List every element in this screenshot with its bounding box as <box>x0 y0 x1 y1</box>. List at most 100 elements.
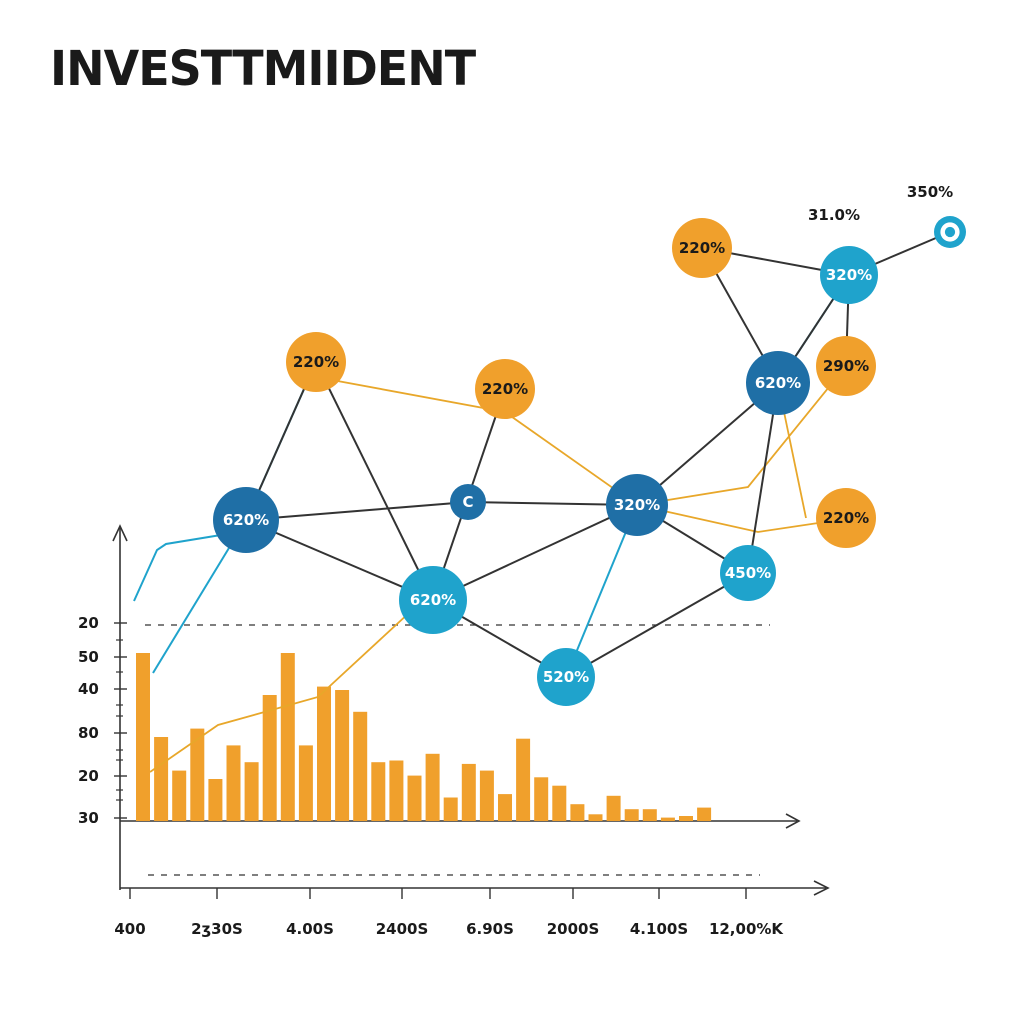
node-circle <box>537 648 595 706</box>
bar-17 <box>425 753 440 821</box>
edge-n1-n3 <box>245 501 469 521</box>
bar-16 <box>407 775 422 821</box>
node-n6: 320% <box>606 474 668 536</box>
node-n1: 620% <box>213 487 279 553</box>
node-n10: 620% <box>746 351 810 415</box>
node-label: 320% <box>614 496 660 514</box>
bar-15 <box>389 760 404 821</box>
node-n5: 620% <box>399 566 467 634</box>
y-tick-label: 20 <box>78 767 99 785</box>
y-tick-label: 30 <box>78 809 99 827</box>
bar-19 <box>461 763 476 821</box>
bar-1 <box>136 653 150 821</box>
bar-27 <box>606 795 621 821</box>
node-label: 320% <box>826 266 872 284</box>
y-tick-label: 20 <box>78 614 99 632</box>
bar-24 <box>552 785 567 821</box>
edge-n8-n10 <box>747 382 779 574</box>
page-title: INVESTTMIIDENT <box>50 40 476 97</box>
y-tick-label: 40 <box>78 680 99 698</box>
bar-13 <box>353 711 368 821</box>
x-tick-label: 12,00%K <box>709 920 784 938</box>
node-n8: 450% <box>720 545 776 601</box>
bar-25 <box>570 804 585 821</box>
bar-5 <box>208 779 223 821</box>
x-tick-label: 2400S <box>376 920 429 938</box>
bar-9 <box>280 653 295 821</box>
node-n3: C <box>450 484 486 520</box>
node-circle <box>213 487 279 553</box>
x-tick-label: 6.90S <box>466 920 514 938</box>
bar-26 <box>588 814 603 821</box>
x-tick-label: 4.00S <box>286 920 334 938</box>
bar-8 <box>262 695 277 821</box>
node-n11: 290% <box>816 336 876 396</box>
node-label: 220% <box>293 353 339 371</box>
floating-value-label: 350% <box>907 183 953 201</box>
node-label: 520% <box>543 668 589 686</box>
node-label: 450% <box>725 564 771 582</box>
bar-28 <box>624 809 639 821</box>
y-axis-arrow <box>112 524 128 542</box>
axis-labels: 20 50 40 80 20 30 400 2ʒ30S 4.00S 2400S 6.90S 2000S… <box>78 183 953 938</box>
bar-21 <box>498 794 512 821</box>
x-tick-label: 2ʒ30S <box>191 920 243 938</box>
teal-trend-line-3 <box>565 504 638 678</box>
x-tick-label: 400 <box>114 920 145 938</box>
node-label: 290% <box>823 357 869 375</box>
node-n7: 520% <box>537 648 595 706</box>
bar-32 <box>697 807 712 821</box>
node-n14 <box>934 216 966 248</box>
node-n4: 220% <box>475 359 535 419</box>
x-tick-label: 2000S <box>547 920 600 938</box>
bar-2 <box>154 737 169 821</box>
bar-30 <box>660 817 675 821</box>
bar-18 <box>443 797 458 821</box>
network-nodes: 620% 220% C 220% 620% 320% 520% 450% 220% 620% 290… <box>213 216 966 706</box>
node-label: 620% <box>223 511 269 529</box>
edge-n2-n5 <box>315 361 434 601</box>
node-n2: 220% <box>286 332 346 392</box>
node-label: 620% <box>755 374 801 392</box>
target-center <box>944 226 956 238</box>
node-circle <box>820 246 878 304</box>
node-label: C <box>462 493 473 511</box>
bar-10 <box>298 745 313 821</box>
node-circle <box>450 484 486 520</box>
bar-14 <box>371 762 386 821</box>
floating-value-label: 31.0% <box>808 206 860 224</box>
bar-11 <box>317 686 331 821</box>
bar-23 <box>534 777 549 821</box>
node-n9: 220% <box>672 218 732 278</box>
node-circle <box>475 359 535 419</box>
node-circle <box>606 474 668 536</box>
teal-trend-line <box>133 533 228 602</box>
edge-n7-n8 <box>565 572 749 678</box>
chart-axes <box>112 524 830 896</box>
orange-trend-line-3 <box>636 365 847 506</box>
bar-4 <box>190 728 205 821</box>
node-label: 220% <box>823 509 869 527</box>
x-tick-label: 4.100S <box>630 920 688 938</box>
bar-7 <box>244 762 259 821</box>
y-tick-label: 50 <box>78 648 99 666</box>
bar-12 <box>335 690 350 821</box>
node-n12: 220% <box>816 488 876 548</box>
bar-22 <box>516 738 531 821</box>
node-label: 220% <box>679 239 725 257</box>
bar-20 <box>479 770 494 821</box>
node-circle <box>672 218 732 278</box>
node-circle <box>720 545 776 601</box>
y-tick-label: 80 <box>78 724 99 742</box>
node-label: 620% <box>410 591 456 609</box>
node-circle <box>816 336 876 396</box>
bar-series <box>136 653 712 821</box>
bar-3 <box>172 770 187 821</box>
node-circle <box>816 488 876 548</box>
node-circle <box>399 566 467 634</box>
node-n13: 320% <box>820 246 878 304</box>
node-circle <box>286 332 346 392</box>
bar-baseline-arrow <box>785 813 801 829</box>
node-circle <box>746 351 810 415</box>
